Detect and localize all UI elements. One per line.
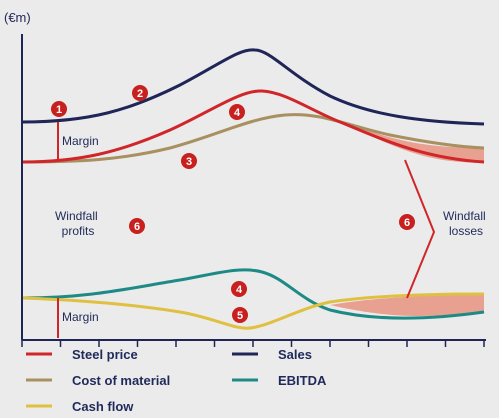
marker-number: 6 xyxy=(404,217,410,229)
legend-label: Sales xyxy=(278,347,312,362)
marker-6: 6 xyxy=(129,218,145,234)
marker-number: 6 xyxy=(134,221,140,233)
windfall-losses-area-top xyxy=(340,120,484,163)
markers: 1 2 3 4 4 5 6 6 xyxy=(51,85,415,323)
marker-number: 1 xyxy=(56,104,62,116)
margin-label-top: Margin xyxy=(62,134,99,148)
legend-label: Steel price xyxy=(72,347,138,362)
legend-label: EBITDA xyxy=(278,373,327,388)
marker-circle xyxy=(232,307,248,323)
windfall-losses-bracket xyxy=(404,159,436,299)
legend-label: Cash flow xyxy=(72,399,134,414)
legend-item-cashflow: Cash flow xyxy=(26,399,134,414)
windfall-losses-area-bottom xyxy=(330,294,484,316)
legend-item-sales: Sales xyxy=(232,347,312,362)
ebitda-line xyxy=(21,268,485,320)
cost-of-material-line xyxy=(21,113,485,164)
x-axis-ticks xyxy=(21,340,485,347)
marker-2: 2 xyxy=(132,85,148,101)
marker-number: 2 xyxy=(137,88,143,100)
legend: Steel price Sales Cost of material EBITDA Ca… xyxy=(26,347,327,414)
marker-3: 3 xyxy=(181,153,197,169)
marker-circle xyxy=(229,104,245,120)
cash-flow-line xyxy=(21,292,485,330)
marker-6: 6 xyxy=(399,214,415,230)
legend-item-material: Cost of material xyxy=(26,373,170,388)
marker-number: 4 xyxy=(234,107,241,119)
unit-label: (€m) xyxy=(4,10,31,25)
marker-circle xyxy=(51,101,67,117)
marker-4: 4 xyxy=(231,281,247,297)
marker-circle xyxy=(129,218,145,234)
marker-4: 4 xyxy=(229,104,245,120)
marker-circle xyxy=(231,281,247,297)
marker-1: 1 xyxy=(51,101,67,117)
marker-number: 4 xyxy=(236,284,243,296)
steel-price-line xyxy=(21,89,485,164)
margin-label-bottom: Margin xyxy=(62,310,99,324)
legend-item-steel: Steel price xyxy=(26,347,138,362)
marker-circle xyxy=(132,85,148,101)
legend-item-ebitda: EBITDA xyxy=(232,373,327,388)
marker-circle xyxy=(181,153,197,169)
marker-5: 5 xyxy=(232,307,248,323)
windfall-profits-label: Windfall profits xyxy=(55,209,101,238)
marker-number: 5 xyxy=(237,310,243,322)
windfall-losses-label: Windfall losses xyxy=(443,209,489,238)
sales-line xyxy=(21,48,485,126)
marker-circle xyxy=(399,214,415,230)
legend-label: Cost of material xyxy=(72,373,170,388)
marker-number: 3 xyxy=(186,156,192,168)
